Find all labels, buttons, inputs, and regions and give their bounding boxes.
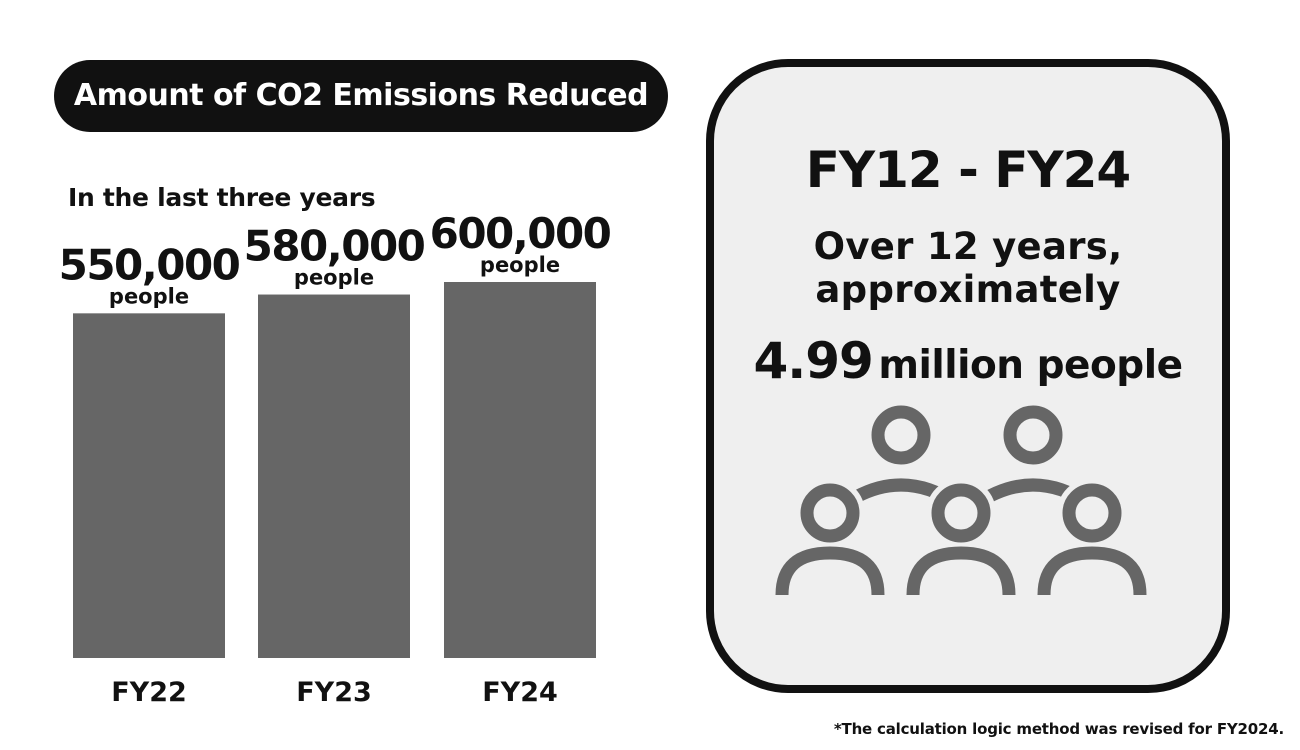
person-front-3: [1037, 478, 1147, 596]
category-label-fy24: FY24: [482, 677, 558, 708]
total-number: 4.99: [753, 332, 873, 390]
value-label-fy22: 550,000: [59, 240, 240, 289]
summary-line-2: approximately: [815, 268, 1121, 311]
chart-title: Amount of CO2 Emissions Reduced: [54, 60, 668, 132]
people-group-icon: [775, 405, 1147, 596]
footnote: *The calculation logic method was revise…: [833, 720, 1284, 738]
chart-subtitle: In the last three years: [68, 183, 376, 212]
person-front-2: [906, 478, 1016, 596]
category-label-fy22: FY22: [111, 677, 187, 708]
value-label-fy24: 600,000: [430, 209, 611, 258]
period-label: FY12 - FY24: [805, 141, 1131, 199]
value-label-fy23: 580,000: [244, 222, 425, 271]
bar-fy23: [258, 294, 410, 658]
summary-sentence: Over 12 years, approximately: [714, 225, 1222, 311]
person-front-1: [775, 478, 885, 596]
category-label-fy23: FY23: [296, 677, 372, 708]
unit-label-fy22: people: [109, 284, 189, 308]
bar-fy24: [444, 282, 596, 658]
total-figure: 4.99 million people: [714, 332, 1222, 390]
unit-label-fy23: people: [294, 266, 374, 290]
summary-panel: FY12 - FY24 Over 12 years, approximately…: [706, 59, 1230, 693]
bar-fy22: [73, 313, 225, 658]
summary-line-1: Over 12 years,: [813, 225, 1123, 268]
bar-chart: 550,000peopleFY22580,000peopleFY23600,00…: [59, 209, 613, 708]
unit-label-fy24: people: [480, 253, 560, 277]
total-unit: million people: [878, 343, 1183, 388]
